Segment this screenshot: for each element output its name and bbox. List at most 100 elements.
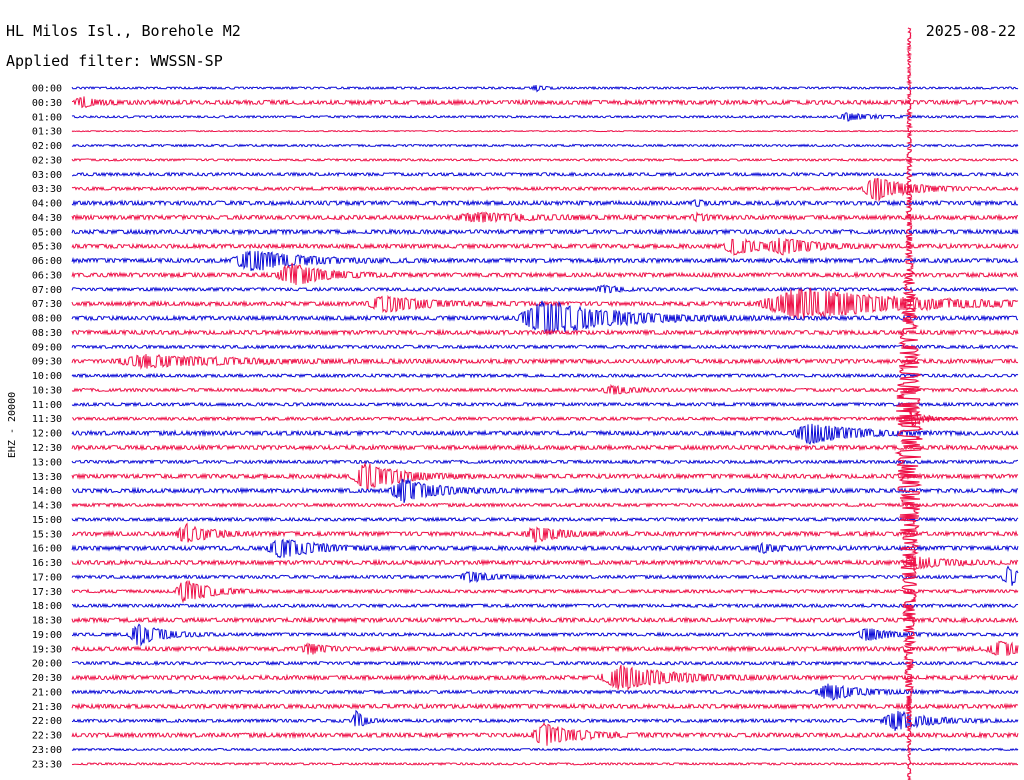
trace-row-1700 [71,565,1019,586]
trace-row-1330 [71,461,1019,490]
row-time-label: 15:30 [32,529,62,540]
trace-row-1000 [71,372,1019,379]
row-time-label: 13:00 [32,457,62,468]
trace-row-1230 [71,443,1019,452]
row-time-label: 17:00 [32,572,62,583]
row-time-label: 05:30 [32,242,62,253]
row-time-label: 06:00 [32,256,62,267]
row-time-label: 20:30 [32,673,62,684]
row-time-label: 17:30 [32,587,62,598]
trace-row-0600 [71,250,1019,272]
trace-row-0630 [71,262,1019,286]
trace-row-0100 [71,112,1019,122]
trace-row-1130 [71,415,1019,422]
trace-row-1430 [71,502,1019,508]
row-time-label: 21:30 [32,702,62,713]
trace-row-0500 [71,227,1019,236]
row-time-label: 18:00 [32,601,62,612]
trace-row-0700 [71,284,1019,294]
row-time-label: 04:00 [32,199,62,210]
trace-row-1800 [71,602,1019,609]
trace-row-0400 [71,199,1019,207]
trace-row-1730 [71,580,1019,604]
trace-row-0900 [71,343,1019,350]
station-title: HL Milos Isl., Borehole M2 [6,22,241,40]
trace-row-1400 [71,477,1019,504]
row-time-label: 01:30 [32,127,62,138]
row-time-label: 00:30 [32,98,62,109]
trace-row-2130 [71,702,1019,711]
row-time-label: 13:30 [32,472,62,483]
row-time-label: 14:30 [32,501,62,512]
row-time-label: 01:00 [32,112,62,123]
trace-row-0830 [71,328,1019,337]
row-time-label: 04:30 [32,213,62,224]
row-time-label: 21:00 [32,687,62,698]
trace-row-0800 [71,300,1019,335]
trace-row-0300 [72,171,1019,178]
trace-row-0230 [71,157,1019,162]
row-time-label: 18:30 [32,616,62,627]
trace-row-2330 [71,761,1019,766]
trace-row-1030 [71,383,1019,395]
main-quake-trace [894,27,970,780]
trace-row-1200 [71,423,1019,445]
row-time-label: 07:00 [32,285,62,296]
row-time-label: 19:30 [32,644,62,655]
trace-row-1600 [71,538,1019,559]
row-time-label: 03:00 [32,170,62,181]
row-time-label: 09:30 [32,357,62,368]
trace-row-2000 [72,660,1019,667]
trace-row-1300 [71,458,1018,465]
row-time-label: 09:00 [32,342,62,353]
row-time-label: 14:00 [32,486,62,497]
trace-row-0130 [71,129,1018,133]
trace-row-2030 [71,664,1019,691]
row-time-label: 11:30 [32,414,62,425]
row-time-label: 23:30 [32,759,62,770]
trace-row-2230 [71,722,1019,746]
row-time-label: 05:00 [32,227,62,238]
filter-label: Applied filter: WWSSN-SP [6,52,223,70]
trace-row-0030 [72,96,1019,109]
trace-row-0730 [71,287,1019,320]
row-time-label: 02:00 [32,141,62,152]
row-time-label: 12:00 [32,429,62,440]
row-time-label: 20:00 [32,659,62,670]
row-time-label: 12:30 [32,443,62,454]
trace-row-1530 [72,522,1019,543]
row-time-label: 07:30 [32,299,62,310]
main-quake-coda [908,409,970,427]
row-time-label: 00:00 [32,84,62,95]
date-label: 2025-08-22 [926,22,1016,40]
trace-row-0200 [71,143,1019,148]
trace-row-1500 [71,516,1019,523]
trace-row-1630 [71,554,1019,570]
trace-row-2100 [71,683,1019,701]
row-time-label: 03:30 [32,184,62,195]
main-quake-spike [894,27,924,780]
row-time-label: 11:00 [32,400,62,411]
row-time-label: 10:30 [32,385,62,396]
row-time-label: 22:00 [32,716,62,727]
trace-row-0330 [71,177,1019,203]
trace-row-0430 [71,211,1019,224]
row-time-label: 08:30 [32,328,62,339]
trace-row-2200 [71,709,1019,732]
row-time-label: 06:30 [32,270,62,281]
trace-row-1930 [71,640,1019,657]
trace-row-0530 [71,237,1019,256]
row-time-label: 08:00 [32,314,62,325]
row-time-label: 23:00 [32,745,62,756]
row-time-label: 10:00 [32,371,62,382]
row-time-label: 02:30 [32,155,62,166]
row-time-label: 16:00 [32,544,62,555]
trace-row-0000 [71,85,1019,93]
row-time-label: 22:30 [32,731,62,742]
row-time-label: 19:00 [32,630,62,641]
trace-row-1900 [71,623,1019,647]
trace-row-1100 [71,401,1019,408]
row-time-label: 15:00 [32,515,62,526]
trace-row-1830 [71,616,1019,624]
